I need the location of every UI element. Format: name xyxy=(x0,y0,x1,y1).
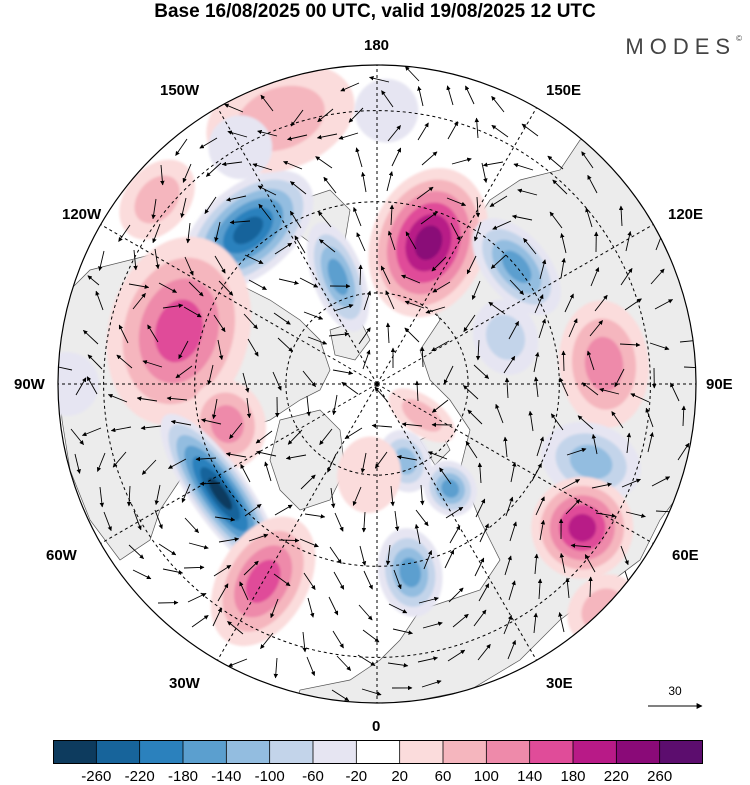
colorbar-swatch-6 xyxy=(313,740,357,764)
lon-label-150e: 150E xyxy=(546,83,581,99)
lon-label-90e: 90E xyxy=(706,377,733,393)
lon-label-60e: 60E xyxy=(672,548,699,564)
colorbar-swatch-1 xyxy=(96,740,140,764)
colorbar-tick-label: 60 xyxy=(435,768,452,785)
colorbar-swatch-5 xyxy=(270,740,314,764)
colorbar xyxy=(53,740,703,764)
colorbar-swatch-13 xyxy=(616,740,660,764)
colorbar-swatch-2 xyxy=(140,740,184,764)
colorbar-tick-label: 220 xyxy=(604,768,629,785)
colorbar-tick-label: -140 xyxy=(211,768,241,785)
lon-label-120w: 120W xyxy=(62,207,101,223)
colorbar-swatch-12 xyxy=(573,740,617,764)
lon-label-30e: 30E xyxy=(546,676,573,692)
colorbar-swatch-11 xyxy=(530,740,574,764)
colorbar-tick-label: -100 xyxy=(255,768,285,785)
colorbar-tick-label: -180 xyxy=(168,768,198,785)
colorbar-tick-label: -20 xyxy=(345,768,367,785)
colorbar-tick-label: 260 xyxy=(647,768,672,785)
colorbar-swatch-10 xyxy=(486,740,530,764)
colorbar-tick-label: 180 xyxy=(560,768,585,785)
colorbar-tick-label: -60 xyxy=(302,768,324,785)
polar-map xyxy=(0,0,750,740)
colorbar-swatch-4 xyxy=(226,740,270,764)
colorbar-tick-label: 140 xyxy=(517,768,542,785)
colorbar-swatch-0 xyxy=(53,740,97,764)
lon-label-180: 180 xyxy=(364,38,389,54)
colorbar-swatch-7 xyxy=(356,740,400,764)
lon-label-90w: 90W xyxy=(14,377,45,393)
colorbar-tick-label: -220 xyxy=(125,768,155,785)
lon-label-0: 0 xyxy=(372,719,380,735)
colorbar-swatch-8 xyxy=(400,740,444,764)
lon-label-30w: 30W xyxy=(169,676,200,692)
wind-arrow xyxy=(279,540,299,541)
lon-label-150w: 150W xyxy=(160,83,199,99)
colorbar-swatch-3 xyxy=(183,740,227,764)
colorbar-tick-label: 20 xyxy=(391,768,408,785)
wind-arrow xyxy=(563,351,564,371)
lon-label-60w: 60W xyxy=(46,548,77,564)
lon-label-120e: 120E xyxy=(668,207,703,223)
colorbar-swatch-9 xyxy=(443,740,487,764)
colorbar-tick-label: -260 xyxy=(81,768,111,785)
colorbar-swatch-14 xyxy=(660,740,703,764)
colorbar-tick-label: 100 xyxy=(474,768,499,785)
reference-vector-label: 30 xyxy=(648,684,702,698)
